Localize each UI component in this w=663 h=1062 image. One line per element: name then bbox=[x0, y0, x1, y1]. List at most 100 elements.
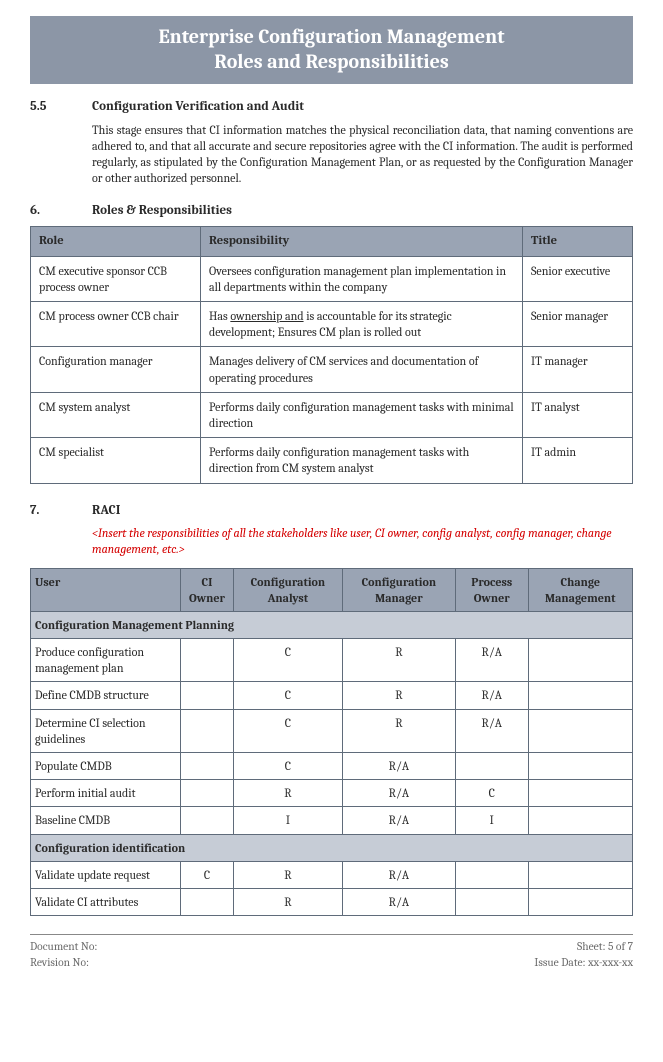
raci-cell: C bbox=[233, 682, 342, 709]
role-cell: CM specialist bbox=[31, 438, 201, 483]
table-row: CM process owner CCB chairHas ownership … bbox=[31, 302, 633, 347]
raci-cell bbox=[181, 682, 234, 709]
raci-group-row: Configuration Management Planning bbox=[31, 611, 633, 638]
section-title: RACI bbox=[92, 502, 120, 520]
raci-task-cell: Produce configuration management plan bbox=[31, 639, 181, 682]
table-row: Produce configuration management planCRR… bbox=[31, 639, 633, 682]
responsibility-cell: Performs daily configuration management … bbox=[201, 438, 523, 483]
raci-task-cell: Perform initial audit bbox=[31, 780, 181, 807]
raci-cell bbox=[528, 861, 632, 888]
raci-cell: R bbox=[342, 682, 455, 709]
raci-col-header: Process Owner bbox=[455, 568, 528, 611]
role-cell: CM process owner CCB chair bbox=[31, 302, 201, 347]
raci-cell bbox=[528, 780, 632, 807]
raci-cell: C bbox=[181, 861, 234, 888]
table-row: Determine CI selection guidelinesCRR/A bbox=[31, 709, 633, 752]
raci-cell: R bbox=[233, 888, 342, 915]
raci-col-header: Configuration Analyst bbox=[233, 568, 342, 611]
raci-task-cell: Validate update request bbox=[31, 861, 181, 888]
section-number: 7. bbox=[30, 502, 92, 520]
role-cell: CM executive sponsor CCB process owner bbox=[31, 256, 201, 301]
raci-task-cell: Define CMDB structure bbox=[31, 682, 181, 709]
raci-cell: R/A bbox=[342, 807, 455, 834]
raci-col-header: User bbox=[31, 568, 181, 611]
table-row: Define CMDB structureCRR/A bbox=[31, 682, 633, 709]
raci-cell bbox=[181, 639, 234, 682]
role-cell: Configuration manager bbox=[31, 347, 201, 392]
responsibility-cell: Oversees configuration management plan i… bbox=[201, 256, 523, 301]
raci-col-header: Configuration Manager bbox=[342, 568, 455, 611]
raci-col-header: Change Management bbox=[528, 568, 632, 611]
raci-cell: R/A bbox=[455, 709, 528, 752]
raci-cell: R/A bbox=[342, 861, 455, 888]
role-cell: CM system analyst bbox=[31, 392, 201, 437]
raci-group-row: Configuration identification bbox=[31, 834, 633, 861]
rev-no-label: Revision No: bbox=[30, 955, 97, 971]
roles-table: Role Responsibility Title CM executive s… bbox=[30, 226, 633, 484]
raci-cell: I bbox=[233, 807, 342, 834]
raci-cell: C bbox=[233, 753, 342, 780]
responsibility-cell: Performs daily configuration management … bbox=[201, 392, 523, 437]
raci-cell: R/A bbox=[342, 753, 455, 780]
section-number: 5.5 bbox=[30, 98, 92, 116]
table-row: CM specialistPerforms daily configuratio… bbox=[31, 438, 633, 483]
raci-cell: R bbox=[233, 780, 342, 807]
raci-cell bbox=[455, 888, 528, 915]
title-cell: Senior executive bbox=[523, 256, 633, 301]
section-title: Configuration Verification and Audit bbox=[92, 98, 304, 116]
raci-cell bbox=[528, 807, 632, 834]
raci-cell bbox=[181, 753, 234, 780]
table-row: Validate CI attributes RR/A bbox=[31, 888, 633, 915]
table-row: Validate update requestCRR/A bbox=[31, 861, 633, 888]
raci-cell bbox=[181, 709, 234, 752]
raci-cell bbox=[455, 861, 528, 888]
issue-date: Issue Date: xx-xxx-xx bbox=[534, 955, 633, 971]
page-footer: Document No: Revision No: Sheet: 5 of 7 … bbox=[30, 934, 633, 970]
table-row: Baseline CMDB IR/AI bbox=[31, 807, 633, 834]
raci-task-cell: Determine CI selection guidelines bbox=[31, 709, 181, 752]
col-title: Title bbox=[523, 226, 633, 256]
responsibility-cell: Manages delivery of CM services and docu… bbox=[201, 347, 523, 392]
doc-no-label: Document No: bbox=[30, 939, 97, 955]
banner-line2: Roles and Responsibilities bbox=[30, 49, 633, 74]
table-row: Populate CMDB CR/A bbox=[31, 753, 633, 780]
title-cell: IT admin bbox=[523, 438, 633, 483]
raci-cell bbox=[528, 709, 632, 752]
section-number: 6. bbox=[30, 202, 92, 220]
raci-cell bbox=[455, 753, 528, 780]
title-cell: IT analyst bbox=[523, 392, 633, 437]
raci-cell: C bbox=[455, 780, 528, 807]
raci-cell bbox=[181, 888, 234, 915]
raci-cell: C bbox=[233, 639, 342, 682]
sheet-number: Sheet: 5 of 7 bbox=[534, 939, 633, 955]
raci-cell bbox=[181, 780, 234, 807]
raci-cell: R/A bbox=[342, 780, 455, 807]
raci-col-header: CI Owner bbox=[181, 568, 234, 611]
raci-cell bbox=[528, 753, 632, 780]
raci-group-label: Configuration Management Planning bbox=[31, 611, 633, 638]
raci-cell: I bbox=[455, 807, 528, 834]
title-cell: Senior manager bbox=[523, 302, 633, 347]
section-title: Roles & Responsibilities bbox=[92, 202, 232, 220]
raci-task-cell: Validate CI attributes bbox=[31, 888, 181, 915]
raci-cell bbox=[528, 682, 632, 709]
underlined-text: ownership and bbox=[230, 309, 303, 323]
raci-cell: R/A bbox=[342, 888, 455, 915]
raci-task-cell: Populate CMDB bbox=[31, 753, 181, 780]
raci-cell bbox=[528, 639, 632, 682]
table-row: Configuration managerManages delivery of… bbox=[31, 347, 633, 392]
table-header-row: Role Responsibility Title bbox=[31, 226, 633, 256]
raci-cell bbox=[528, 888, 632, 915]
raci-table: UserCI OwnerConfiguration AnalystConfigu… bbox=[30, 568, 633, 917]
section-5-5-heading: 5.5 Configuration Verification and Audit bbox=[30, 98, 633, 116]
col-role: Role bbox=[31, 226, 201, 256]
raci-cell: R/A bbox=[455, 639, 528, 682]
responsibility-cell: Has ownership and is accountable for its… bbox=[201, 302, 523, 347]
banner-line1: Enterprise Configuration Management bbox=[30, 24, 633, 49]
title-banner: Enterprise Configuration Management Role… bbox=[30, 16, 633, 84]
section-7-heading: 7. RACI bbox=[30, 502, 633, 520]
raci-cell: C bbox=[233, 709, 342, 752]
title-cell: IT manager bbox=[523, 347, 633, 392]
table-row: Perform initial audit RR/AC bbox=[31, 780, 633, 807]
raci-task-cell: Baseline CMDB bbox=[31, 807, 181, 834]
